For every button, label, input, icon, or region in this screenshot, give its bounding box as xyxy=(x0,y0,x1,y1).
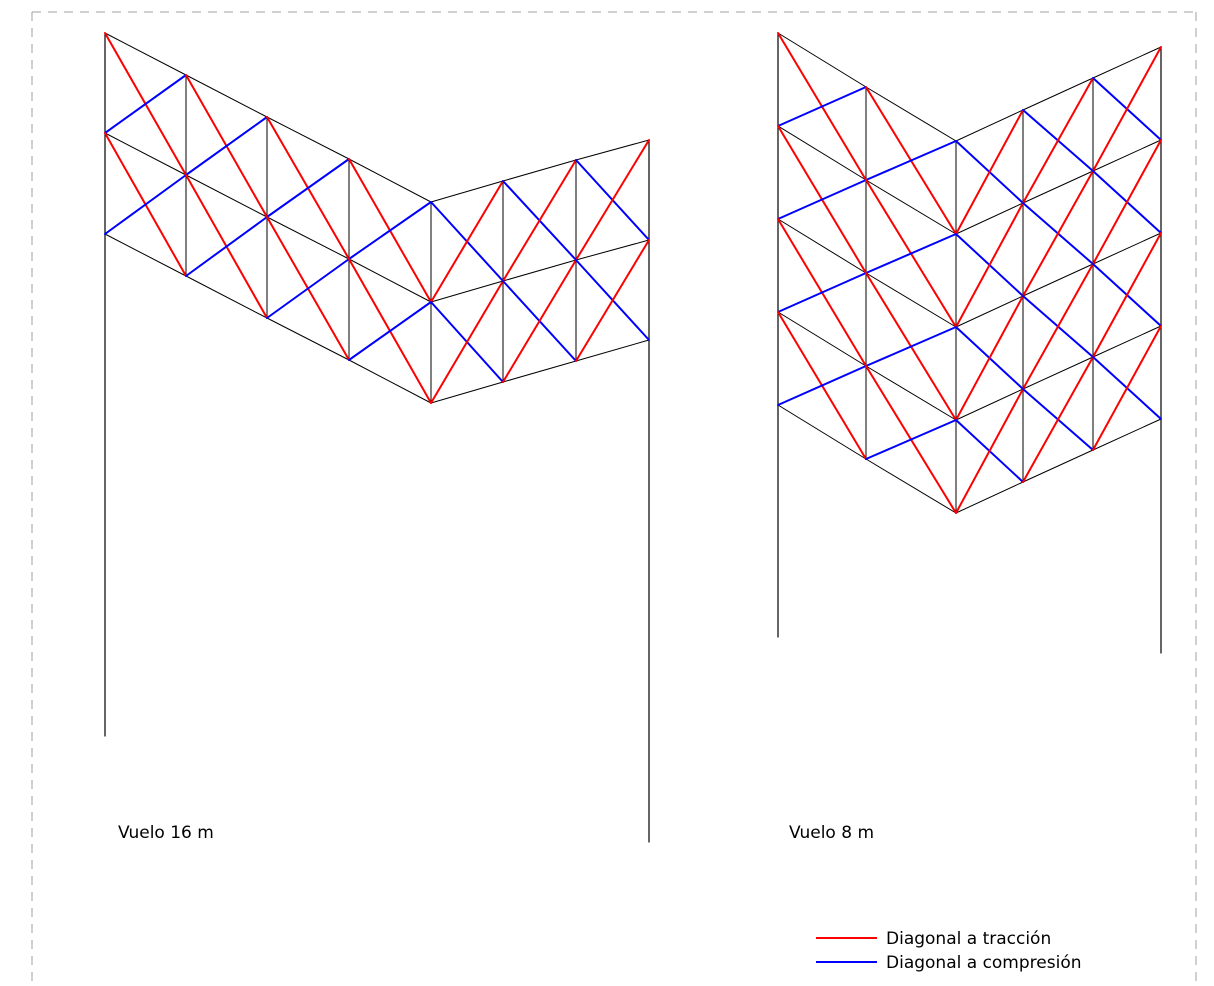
truss-diagonal xyxy=(185,216,268,277)
truss-chord xyxy=(1022,263,1094,297)
truss-chord xyxy=(777,218,867,274)
truss-diagonal xyxy=(430,180,504,303)
truss-chord xyxy=(266,317,350,361)
truss-chord xyxy=(266,116,350,160)
truss-chord xyxy=(1092,418,1162,451)
truss-chord xyxy=(865,86,957,142)
left-truss-label: Vuelo 16 m xyxy=(118,823,214,843)
truss-chord xyxy=(502,159,577,182)
truss-diagonal xyxy=(777,272,867,313)
truss-diagonal xyxy=(1092,139,1162,265)
truss-chord xyxy=(1022,77,1094,111)
truss-chord xyxy=(502,360,577,383)
truss-diagonal xyxy=(1022,170,1094,297)
truss-chord xyxy=(1092,46,1162,79)
legend-compression-label: Diagonal a compresión xyxy=(886,953,1082,973)
truss-chord xyxy=(348,258,432,303)
truss-chord xyxy=(430,180,504,203)
truss-chord xyxy=(104,32,187,76)
truss-diagonal xyxy=(777,179,867,220)
truss-chord xyxy=(955,295,1024,328)
truss-chord xyxy=(430,280,504,303)
truss-diagonal xyxy=(1092,325,1162,451)
truss-chord xyxy=(865,365,957,421)
truss-chord xyxy=(575,139,650,161)
truss-chord xyxy=(865,179,957,235)
truss-diagonal xyxy=(1022,77,1094,204)
truss-diagonal xyxy=(104,174,187,235)
truss-chord xyxy=(777,32,867,88)
truss-diagonal xyxy=(1022,263,1094,390)
truss-diagonal xyxy=(348,201,432,260)
truss-diagonal xyxy=(502,259,577,383)
truss-chord xyxy=(777,311,867,367)
truss-diagonal xyxy=(1092,46,1162,172)
truss-chord xyxy=(575,239,650,261)
truss-diagonal xyxy=(955,295,1024,421)
truss-diagonal xyxy=(1092,232,1162,358)
truss-diagonal xyxy=(777,365,867,406)
truss-chord xyxy=(955,109,1024,142)
truss-chord xyxy=(865,272,957,328)
truss-diagonal xyxy=(575,139,650,261)
truss-diagonal xyxy=(266,158,350,218)
truss-span-16m xyxy=(104,32,650,843)
truss-chord xyxy=(430,381,504,404)
truss-chord xyxy=(1022,449,1094,483)
truss-diagonal xyxy=(777,86,867,127)
truss-chord xyxy=(777,404,867,460)
truss-diagonal xyxy=(348,301,432,361)
truss-chord xyxy=(348,359,432,404)
truss-chord xyxy=(777,125,867,181)
truss-diagonal xyxy=(865,419,957,460)
truss-diagonal xyxy=(955,202,1024,328)
truss-chord xyxy=(502,259,577,282)
truss-diagonal xyxy=(865,326,957,367)
truss-diagonal xyxy=(104,74,187,134)
truss-chord xyxy=(865,458,957,514)
truss-chord xyxy=(1092,325,1162,358)
truss-chord xyxy=(955,202,1024,235)
truss-chord xyxy=(185,275,268,319)
truss-chord xyxy=(955,481,1024,514)
truss-diagonal xyxy=(865,233,957,274)
truss-diagonal xyxy=(266,258,350,319)
truss-chord xyxy=(104,132,187,176)
truss-diagonal xyxy=(1022,356,1094,483)
drawing-frame xyxy=(31,11,1197,986)
truss-chord xyxy=(575,339,650,362)
truss-diagonal xyxy=(575,239,650,362)
truss-diagonal xyxy=(955,388,1024,514)
truss-chord xyxy=(955,388,1024,421)
truss-chord xyxy=(1092,139,1162,172)
truss-chord xyxy=(104,233,187,277)
truss-chord xyxy=(1092,232,1162,265)
truss-chord xyxy=(1022,356,1094,390)
truss-chord xyxy=(185,174,268,218)
truss-chord xyxy=(1022,170,1094,204)
right-truss-label: Vuelo 8 m xyxy=(789,823,874,843)
legend-tension-label: Diagonal a tracción xyxy=(886,929,1051,949)
truss-diagonal xyxy=(865,140,957,181)
truss-diagonal xyxy=(430,280,504,404)
truss-chord xyxy=(348,158,432,203)
truss-diagonal xyxy=(185,116,268,176)
truss-span-8m xyxy=(777,32,1162,654)
truss-chord xyxy=(185,74,268,118)
truss-diagonal xyxy=(502,159,577,282)
truss-diagonal xyxy=(955,109,1024,235)
truss-chord xyxy=(266,216,350,260)
legend: Diagonal a tracción Diagonal a compresió… xyxy=(816,929,1082,973)
